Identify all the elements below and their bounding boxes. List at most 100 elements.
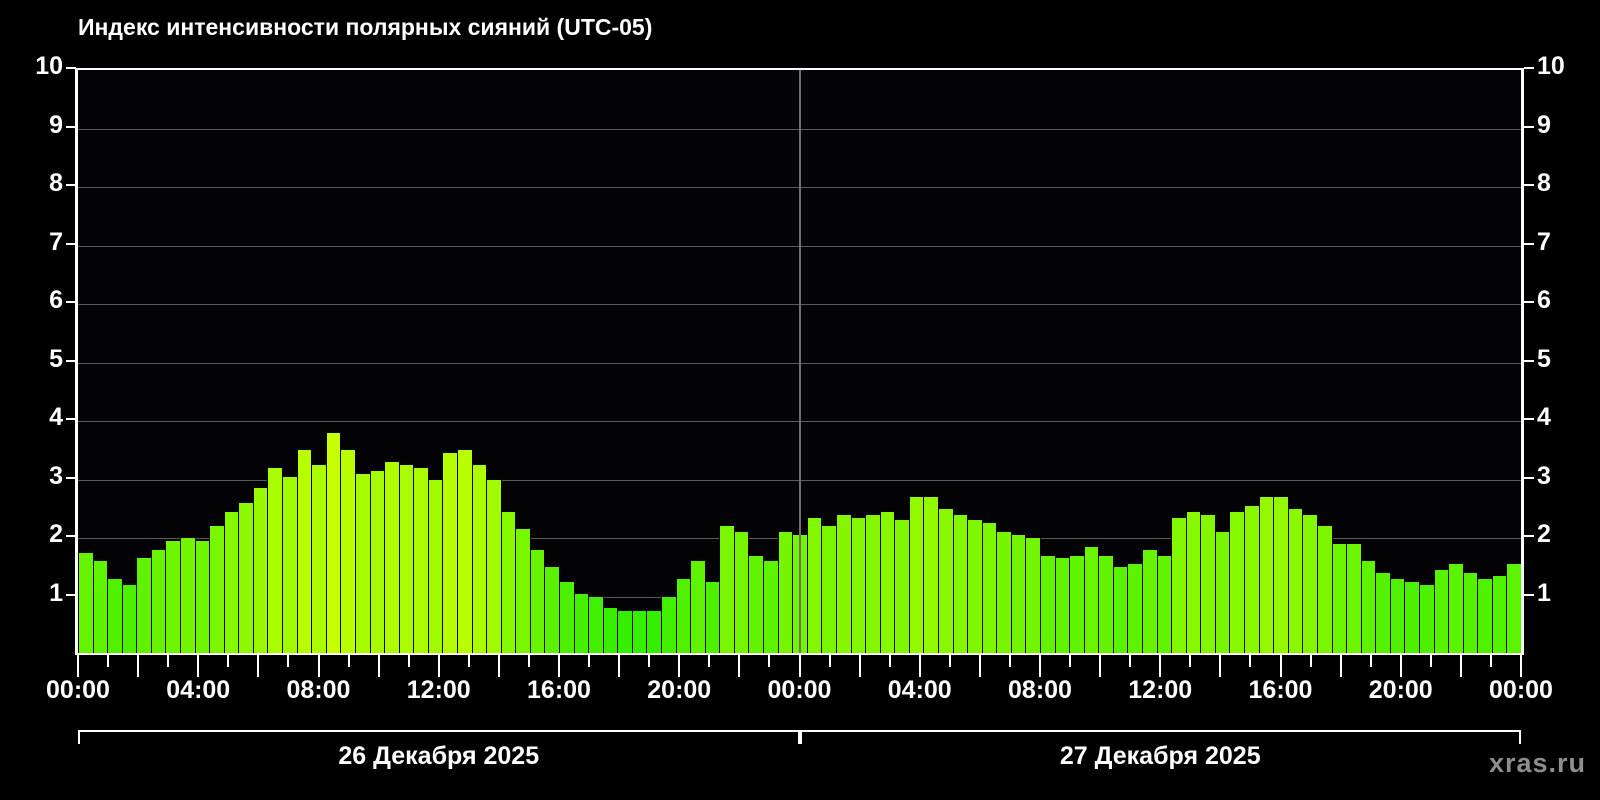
bar[interactable] — [1156, 555, 1173, 655]
bar[interactable] — [150, 549, 167, 655]
bar[interactable] — [879, 511, 896, 655]
bar[interactable] — [456, 450, 473, 655]
bar[interactable] — [1258, 497, 1275, 655]
bar[interactable] — [1200, 514, 1216, 655]
bar[interactable] — [1010, 535, 1027, 655]
bar[interactable] — [529, 549, 546, 655]
bar[interactable] — [1389, 578, 1406, 655]
bar[interactable] — [1244, 505, 1260, 655]
bar[interactable] — [486, 479, 502, 655]
bar[interactable] — [369, 470, 386, 655]
bar[interactable] — [1025, 538, 1041, 655]
bar[interactable] — [165, 540, 182, 655]
bar[interactable] — [1506, 564, 1522, 655]
bar[interactable] — [602, 608, 619, 655]
bar[interactable] — [1448, 564, 1464, 655]
bar[interactable] — [1462, 573, 1479, 655]
bar[interactable] — [806, 517, 823, 655]
bar[interactable] — [1433, 570, 1450, 655]
bar[interactable] — [1375, 573, 1391, 655]
bar[interactable] — [209, 526, 225, 655]
bar[interactable] — [967, 520, 983, 655]
bar[interactable] — [690, 561, 706, 655]
bar[interactable] — [937, 508, 954, 655]
bar[interactable] — [1491, 576, 1508, 655]
bar[interactable] — [981, 523, 998, 655]
bar[interactable] — [442, 453, 458, 655]
bar[interactable] — [559, 581, 575, 655]
bar[interactable] — [777, 532, 794, 655]
bar[interactable] — [1083, 546, 1100, 655]
bar[interactable] — [384, 461, 400, 655]
bar[interactable] — [661, 596, 677, 655]
bar[interactable] — [1054, 558, 1071, 655]
bar[interactable] — [544, 567, 560, 655]
bar[interactable] — [923, 497, 939, 655]
bar[interactable] — [413, 467, 429, 655]
bar[interactable] — [1404, 581, 1420, 655]
bar[interactable] — [1229, 511, 1246, 655]
bar[interactable] — [1040, 555, 1056, 655]
bar[interactable] — [1477, 578, 1493, 655]
bar[interactable] — [588, 596, 604, 655]
bar[interactable] — [617, 611, 633, 655]
bar[interactable] — [573, 593, 590, 655]
bar[interactable] — [325, 432, 342, 655]
bar[interactable] — [1127, 564, 1144, 655]
bar[interactable] — [194, 540, 211, 655]
bar[interactable] — [471, 464, 488, 655]
bar[interactable] — [646, 611, 663, 655]
bar[interactable] — [180, 538, 196, 655]
bar[interactable] — [1346, 543, 1362, 655]
bar[interactable] — [398, 464, 415, 655]
bar[interactable] — [850, 517, 867, 655]
bar[interactable] — [1360, 561, 1377, 655]
bar[interactable] — [1112, 567, 1129, 655]
bar[interactable] — [631, 611, 648, 655]
bar[interactable] — [500, 511, 517, 655]
bar[interactable] — [908, 497, 925, 655]
bar[interactable] — [1069, 555, 1085, 655]
bar[interactable] — [311, 464, 327, 655]
bar[interactable] — [1098, 555, 1114, 655]
bar[interactable] — [515, 529, 531, 655]
bar[interactable] — [1273, 497, 1289, 655]
bar[interactable] — [92, 561, 109, 655]
bar[interactable] — [223, 511, 240, 655]
bar[interactable] — [748, 555, 765, 655]
bar[interactable] — [1171, 517, 1187, 655]
y-axis-label-right-9: 9 — [1537, 110, 1551, 139]
bar[interactable] — [1302, 514, 1318, 655]
bar[interactable] — [121, 584, 138, 655]
bar[interactable] — [763, 561, 779, 655]
bar[interactable] — [1418, 584, 1435, 655]
bar[interactable] — [1316, 526, 1333, 655]
bar[interactable] — [675, 578, 692, 655]
y-tick-mark-left-3 — [66, 476, 76, 479]
bar[interactable] — [107, 578, 123, 655]
bar[interactable] — [1287, 508, 1304, 655]
bar[interactable] — [354, 473, 371, 655]
bar[interactable] — [296, 450, 313, 655]
bar[interactable] — [1331, 543, 1348, 655]
bar[interactable] — [952, 514, 969, 655]
bar[interactable] — [865, 514, 881, 655]
bar[interactable] — [252, 488, 269, 655]
bar[interactable] — [427, 479, 444, 655]
bar[interactable] — [267, 467, 284, 655]
bar[interactable] — [719, 526, 735, 655]
bar[interactable] — [894, 520, 910, 655]
bar[interactable] — [733, 532, 750, 655]
bar[interactable] — [282, 476, 298, 655]
bar[interactable] — [821, 526, 837, 655]
bar[interactable] — [1214, 532, 1231, 655]
bar[interactable] — [238, 502, 254, 655]
bar[interactable] — [835, 514, 852, 655]
bar[interactable] — [996, 532, 1012, 655]
bar[interactable] — [704, 581, 721, 655]
bar[interactable] — [1142, 549, 1158, 655]
bar[interactable] — [78, 552, 94, 655]
bar[interactable] — [340, 450, 356, 655]
bar[interactable] — [136, 558, 152, 655]
bar[interactable] — [1185, 511, 1202, 655]
